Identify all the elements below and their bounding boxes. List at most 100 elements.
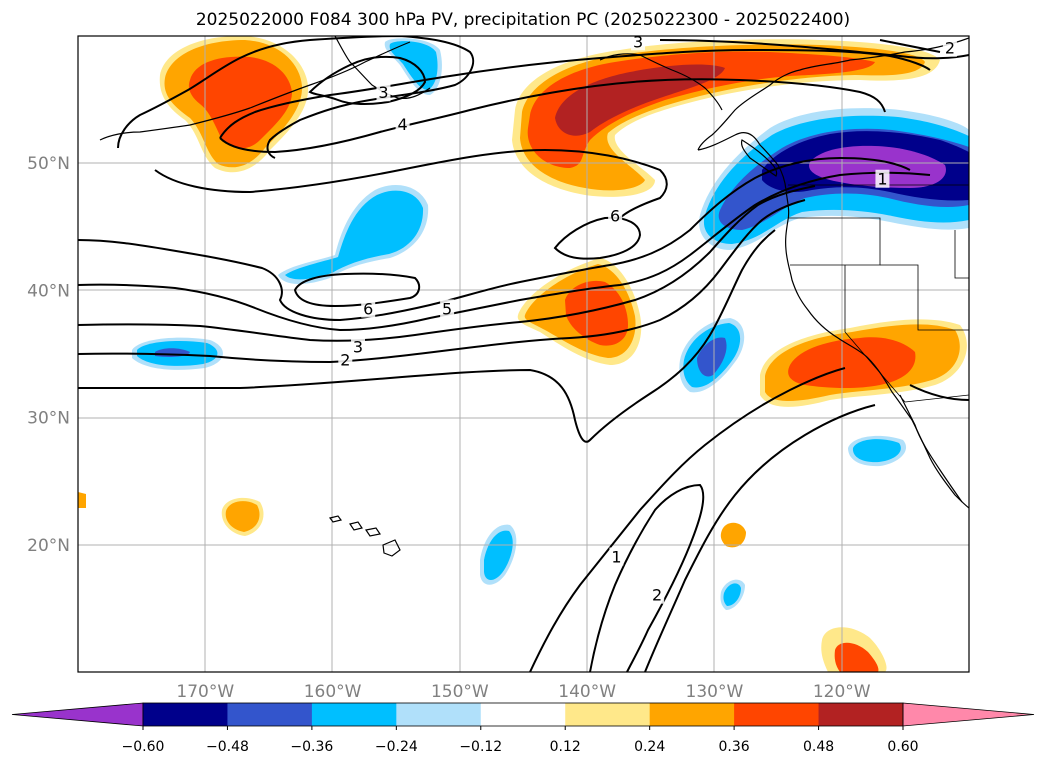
contour-4-mid bbox=[78, 171, 931, 332]
contour-2-south-b bbox=[644, 404, 876, 672]
contour-label: 6 bbox=[610, 207, 620, 226]
contour-1-east bbox=[909, 384, 969, 401]
border-state-id bbox=[954, 230, 969, 279]
negative-area-south-1-cyan bbox=[484, 530, 513, 581]
contour-1-mid bbox=[78, 229, 776, 443]
lon-tick-label: 120°W bbox=[813, 682, 871, 702]
contour-main-upper bbox=[154, 148, 668, 221]
colorbar-segment bbox=[396, 703, 482, 726]
border-state-wa-or bbox=[788, 217, 881, 266]
contour-label-background bbox=[395, 115, 410, 134]
contour-3-top bbox=[659, 39, 969, 60]
contour-4b bbox=[219, 78, 886, 154]
colorbar-tick-label: −0.36 bbox=[290, 739, 333, 755]
positive-area-small-mid bbox=[720, 522, 746, 548]
colorbar-tick-label: −0.24 bbox=[375, 739, 418, 755]
lon-tick-label: 150°W bbox=[431, 682, 489, 702]
negative-area-pacific-northwest-purple bbox=[809, 145, 946, 188]
contour-3-mid bbox=[78, 185, 816, 342]
positive-area-bering-red bbox=[188, 56, 292, 149]
colorbar-extension-high bbox=[902, 702, 1035, 727]
colorbar-tick-label: −0.60 bbox=[122, 739, 165, 755]
contour-label: 3 bbox=[378, 83, 388, 102]
negative-area-baja-cyan bbox=[852, 439, 901, 463]
contour-label-background bbox=[361, 299, 376, 318]
contour-label: 6 bbox=[363, 299, 373, 318]
contour-label: 3 bbox=[353, 338, 363, 357]
border-state-ca-nv bbox=[880, 264, 969, 331]
positive-area-california-red bbox=[788, 337, 916, 389]
colorbar-segment bbox=[480, 703, 566, 726]
colorbar-segment bbox=[227, 703, 313, 726]
axis-tick-labels: 170°W 160°W 150°W 140°W 130°W 120°W 20°N 30°N 40… bbox=[27, 154, 871, 702]
contour-label-background bbox=[875, 169, 890, 188]
negative-area-south-2-cyan bbox=[723, 583, 741, 606]
positive-area-gulf-of-alaska-darkred bbox=[555, 64, 725, 136]
coastline-hawaii-2 bbox=[349, 521, 363, 531]
coastline-alaska-south bbox=[599, 53, 723, 111]
colorbar-tick-label: 0.12 bbox=[550, 739, 581, 755]
figure-title: 2025022000 F084 300 hPa PV, precipitatio… bbox=[196, 10, 850, 30]
contour-2-south bbox=[589, 483, 705, 672]
colorbar-tick-label: 0.60 bbox=[887, 739, 918, 755]
contour-6-upper bbox=[553, 216, 642, 260]
contour-3-alaska bbox=[308, 55, 427, 106]
contour-label: 3 bbox=[633, 32, 643, 51]
coastline-hawaii-3 bbox=[365, 527, 381, 537]
colorbar-segment bbox=[143, 703, 228, 726]
contour-label: 4 bbox=[397, 115, 407, 134]
lon-tick-label: 160°W bbox=[304, 682, 362, 702]
negative-area-mid-pacific-cyan bbox=[285, 190, 424, 280]
lat-tick-label: 30°N bbox=[27, 409, 70, 429]
positive-area-south-red bbox=[834, 642, 879, 672]
contour-label-background bbox=[608, 206, 623, 225]
negative-anomaly-areas bbox=[132, 38, 969, 610]
lat-tick-label: 40°N bbox=[27, 281, 70, 301]
contour-label-background bbox=[376, 83, 391, 102]
colorbar-tick-label: −0.12 bbox=[459, 739, 502, 755]
coastline-hawaii-big bbox=[382, 539, 401, 557]
contour-label: 5 bbox=[442, 299, 452, 318]
contour-label-background bbox=[440, 299, 455, 318]
contour-bering-outer bbox=[117, 36, 475, 159]
colorbar-segment bbox=[649, 703, 735, 726]
coastline-hawaii-1 bbox=[328, 515, 343, 523]
contour-label: 1 bbox=[877, 170, 887, 189]
colorbar-tick-label: 0.48 bbox=[803, 739, 834, 755]
contour-6-lower bbox=[293, 272, 421, 308]
contour-label-background bbox=[609, 547, 624, 566]
coastline-bering-coast bbox=[334, 36, 431, 100]
contour-5 bbox=[78, 156, 911, 322]
colorbar-tick-label: 0.36 bbox=[719, 739, 750, 755]
contour-label-background bbox=[351, 337, 366, 356]
coastline-gulf-of-california bbox=[899, 394, 963, 503]
pv-contours bbox=[78, 36, 969, 672]
contour-label-background bbox=[631, 36, 646, 51]
positive-area-small-west-orange bbox=[225, 501, 260, 532]
contour-label: 1 bbox=[611, 548, 621, 567]
colorbar: −0.60 −0.48 −0.36 −0.24 −0.12 0.12 0.24 0.36 0.4… bbox=[11, 702, 1035, 755]
contour-label-background bbox=[338, 350, 353, 369]
map-frame bbox=[77, 35, 970, 673]
contour-2-mid bbox=[78, 199, 806, 364]
lat-tick-label: 20°N bbox=[27, 536, 70, 556]
positive-area-central-pacific-red bbox=[565, 280, 628, 346]
contour-1-south bbox=[529, 367, 846, 672]
graticule bbox=[78, 36, 969, 672]
border-state-nv-ca-diag bbox=[844, 265, 906, 403]
coastlines bbox=[99, 36, 969, 557]
lon-tick-label: 140°W bbox=[558, 682, 616, 702]
colorbar-extension-low bbox=[11, 702, 144, 727]
negative-area-east-pacific-blue bbox=[697, 337, 727, 377]
coastline-alaska-peninsula bbox=[99, 41, 411, 141]
lat-tick-label: 50°N bbox=[27, 154, 70, 174]
contour-2-top bbox=[879, 39, 941, 53]
contour-label-background bbox=[942, 38, 957, 57]
contour-label: 2 bbox=[652, 586, 662, 605]
contour-label-background bbox=[650, 585, 665, 604]
positive-area-edge bbox=[78, 492, 86, 508]
contour-label: 2 bbox=[340, 350, 350, 369]
